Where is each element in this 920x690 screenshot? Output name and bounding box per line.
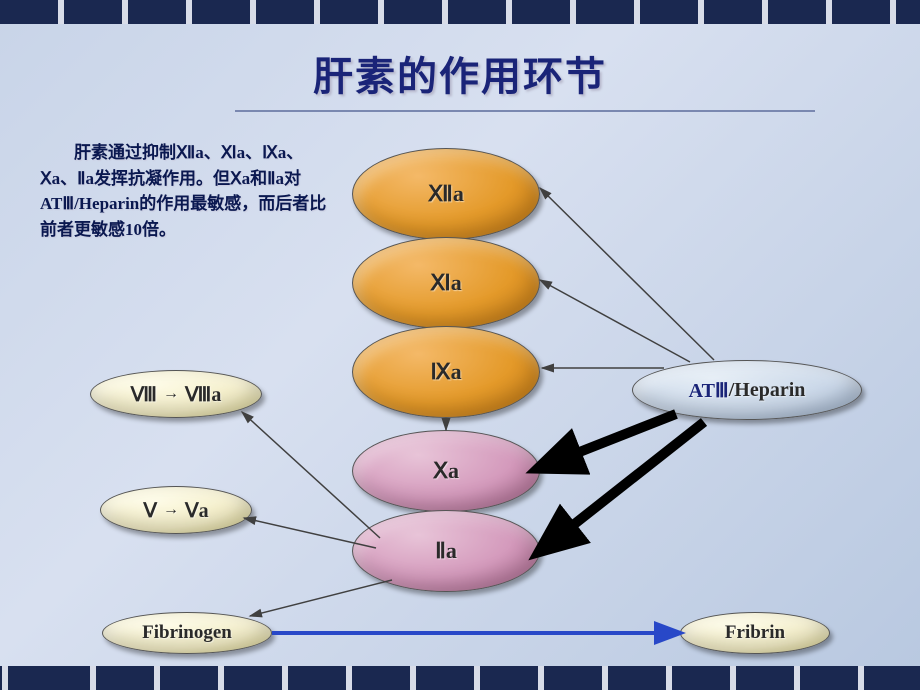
- node-ixa: Ⅸa: [352, 326, 540, 418]
- node-v: Ⅴ → Ⅴa: [100, 486, 252, 534]
- node-fibrinogen-label: Fibrinogen: [142, 622, 232, 644]
- inner-arrow-icon: →: [163, 501, 179, 519]
- slide-description: 肝素通过抑制Ⅻa、Ⅺa、Ⅸa、Ⅹa、Ⅱa发挥抗凝作用。但Ⅹa和Ⅱa对ATⅢ/He…: [40, 140, 330, 242]
- node-atiii-heparin: ATⅢ/Heparin: [632, 360, 862, 420]
- node-v-to: Ⅴa: [185, 498, 209, 523]
- node-iia: Ⅱa: [352, 510, 540, 592]
- node-xia: Ⅺa: [352, 237, 540, 329]
- node-xiia-label: Ⅻa: [428, 181, 464, 207]
- node-fibrin-label: Fribrin: [725, 622, 785, 644]
- node-viii: Ⅷ → Ⅷa: [90, 370, 262, 418]
- node-ixa-label: Ⅸa: [430, 359, 461, 385]
- node-viii-from: Ⅷ: [131, 382, 157, 407]
- slide-title: 肝素的作用环节: [0, 44, 920, 102]
- node-viii-to: Ⅷa: [185, 382, 221, 407]
- inner-arrow-icon: →: [163, 385, 179, 403]
- node-xa: Ⅹa: [352, 430, 540, 512]
- node-fibrin: Fribrin: [680, 612, 830, 654]
- node-atiii-label: ATⅢ: [689, 378, 729, 403]
- node-fibrinogen: Fibrinogen: [102, 612, 272, 654]
- node-v-from: Ⅴ: [143, 498, 157, 523]
- title-divider: [235, 110, 815, 112]
- brick-border-top: [0, 0, 920, 24]
- brick-border-bottom: [0, 666, 920, 690]
- node-xiia: Ⅻa: [352, 148, 540, 240]
- node-iia-label: Ⅱa: [435, 538, 457, 564]
- node-xia-label: Ⅺa: [430, 270, 462, 296]
- node-heparin-label: Heparin: [734, 379, 805, 402]
- node-xa-label: Ⅹa: [433, 458, 459, 484]
